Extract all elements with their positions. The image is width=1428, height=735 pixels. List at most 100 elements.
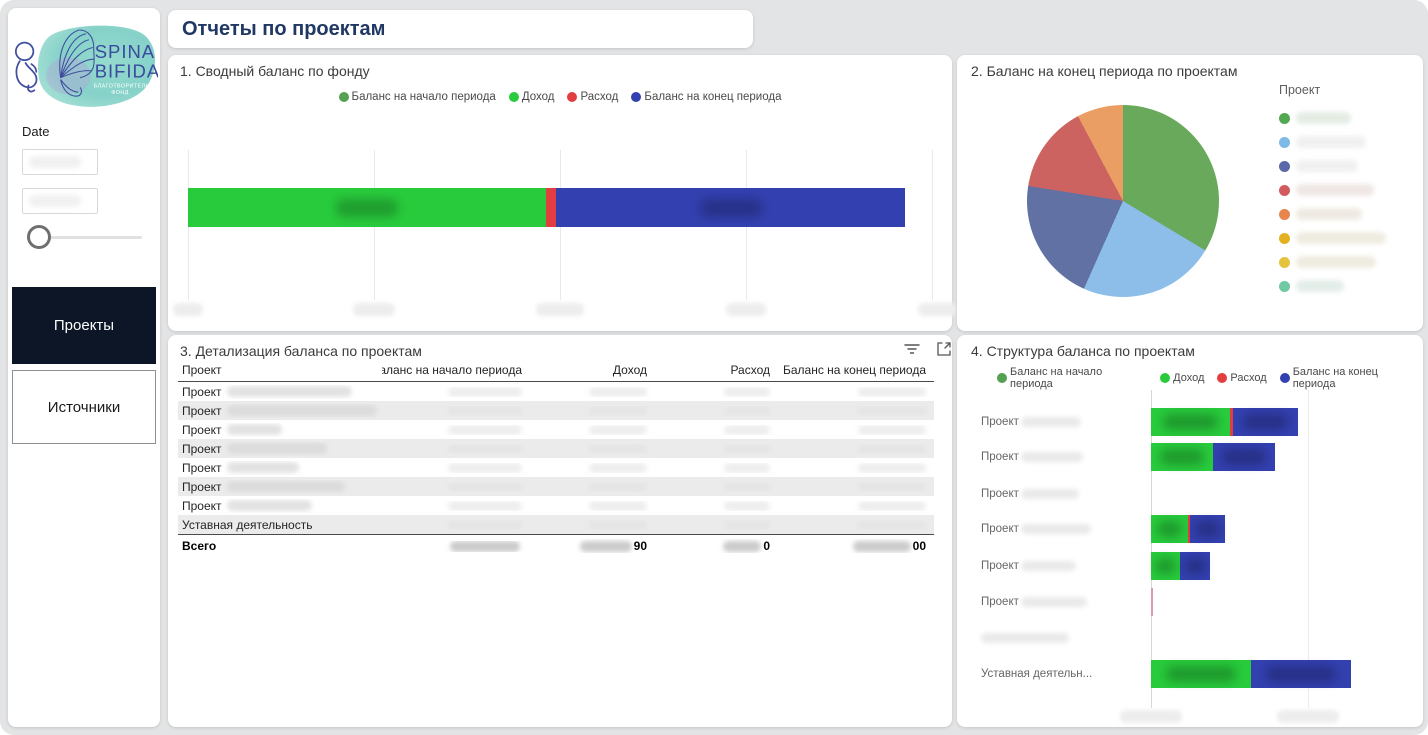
legend-item[interactable]: Баланс на конец периода	[631, 91, 781, 103]
redacted-cell-value	[858, 386, 926, 397]
redacted-data-label	[699, 198, 762, 217]
redacted-data-label	[1242, 414, 1289, 430]
bar-segment[interactable]	[1233, 408, 1298, 436]
date-start-input[interactable]	[22, 149, 98, 175]
table-row[interactable]: Уставная деятельность	[178, 515, 934, 534]
redacted-data-label	[1184, 558, 1206, 574]
project-label: Проект	[182, 384, 222, 399]
table-row[interactable]: Проект	[178, 420, 934, 439]
bar-segment[interactable]	[1151, 443, 1213, 471]
total-income-suffix: 90	[633, 539, 647, 553]
pie-legend-item[interactable]	[1279, 250, 1409, 274]
table-row[interactable]: Проект	[178, 382, 934, 401]
gridline	[932, 150, 933, 300]
axis-line	[1151, 390, 1152, 708]
table-total-row[interactable]: Всего 90 0 00	[178, 534, 934, 557]
bar-segment[interactable]	[188, 188, 546, 227]
col-header-start-balance[interactable]: Баланс на начало периода	[382, 363, 522, 377]
filter-icon[interactable]	[903, 341, 921, 357]
bar-segment[interactable]	[1190, 515, 1225, 543]
fund-stacked-bar[interactable]	[188, 188, 905, 227]
col-header-end-balance[interactable]: Баланс на конец периода	[782, 363, 926, 377]
redacted-cell-value	[589, 462, 647, 473]
bar-segment[interactable]	[1230, 408, 1233, 436]
bar-segment[interactable]	[1151, 515, 1188, 543]
stacked-bar[interactable]	[1151, 588, 1153, 616]
pie-legend-item[interactable]	[1279, 106, 1409, 130]
nav-button-projects[interactable]: Проекты	[12, 287, 156, 364]
pie-legend-item[interactable]	[1279, 130, 1409, 154]
bar-segment[interactable]	[1213, 443, 1275, 471]
stacked-bar[interactable]	[1151, 443, 1275, 471]
redacted-project-name	[1296, 184, 1374, 196]
bar-segment[interactable]	[1151, 552, 1180, 580]
legend-item[interactable]: Расход	[567, 91, 618, 103]
table-row[interactable]: Проект	[178, 458, 934, 477]
redacted-cell-value	[858, 443, 926, 454]
legend-item[interactable]: Доход	[1160, 366, 1204, 390]
focus-mode-icon[interactable]	[935, 341, 953, 357]
spina-bifida-logo: SPINA BIFIDA БЛАГОТВОРИТЕЛЬНЫЙ ФОНД	[14, 25, 158, 107]
redacted-project-name	[226, 386, 352, 397]
project-label: Уставная деятельность	[182, 517, 313, 532]
bar-segment[interactable]	[1151, 660, 1251, 688]
bar-segment[interactable]	[1180, 552, 1210, 580]
project-label: Проект	[182, 498, 222, 513]
legend-item[interactable]: Доход	[508, 91, 554, 103]
table-row[interactable]: Проект	[178, 496, 934, 515]
col-header-income[interactable]: Доход	[612, 363, 647, 377]
stacked-bar[interactable]	[1151, 408, 1298, 436]
structure-chart: Проект Проект Проект Проект Проект Проект Уста…	[957, 390, 1423, 725]
redacted-cell-value	[858, 500, 926, 511]
bar-segment[interactable]	[1151, 408, 1230, 436]
bar-segment[interactable]	[546, 188, 556, 227]
legend-item[interactable]: Баланс на конец периода	[1279, 366, 1423, 390]
legend-dot-icon	[1160, 373, 1171, 383]
bar-segment[interactable]	[1188, 515, 1190, 543]
total-label: Всего	[182, 539, 217, 553]
redacted-total-value	[450, 540, 520, 552]
category-label: Проект	[981, 408, 1081, 436]
project-label: Проект	[182, 479, 222, 494]
table-row[interactable]: Проект	[178, 401, 934, 420]
date-slider-handle[interactable]	[27, 225, 51, 249]
logo-name-line1: SPINA	[95, 41, 155, 62]
category-label	[981, 624, 1069, 652]
end-balance-pie-panel: 2. Баланс на конец периода по проектам П…	[957, 55, 1423, 331]
table-row[interactable]: Проект	[178, 439, 934, 458]
pie-legend-item[interactable]	[1279, 178, 1409, 202]
date-end-input[interactable]	[22, 188, 98, 214]
redacted-date-value	[29, 156, 81, 168]
legend-item[interactable]: Баланс на начало периода	[338, 91, 496, 103]
redacted-data-label	[1162, 414, 1219, 430]
legend-item[interactable]: Баланс на начало периода	[997, 366, 1147, 390]
bar-segment[interactable]	[1151, 588, 1153, 616]
col-header-expense[interactable]: Расход	[730, 363, 770, 377]
pie-legend-item[interactable]	[1279, 226, 1409, 250]
redacted-project-name	[226, 481, 345, 492]
stacked-bar[interactable]	[1151, 515, 1225, 543]
redacted-category-name	[1020, 452, 1083, 462]
redacted-cell-value	[858, 481, 926, 492]
date-slider-track[interactable]	[30, 236, 142, 239]
pie-chart[interactable]	[1027, 105, 1219, 297]
col-header-project[interactable]: Проект	[182, 363, 222, 377]
stacked-bar[interactable]	[1151, 552, 1210, 580]
pie-legend-item[interactable]	[1279, 202, 1409, 226]
redacted-data-label	[1266, 666, 1336, 682]
stacked-bar[interactable]	[1151, 660, 1351, 688]
bar-segment[interactable]	[1251, 660, 1351, 688]
pie-legend-item[interactable]	[1279, 274, 1409, 298]
redacted-project-name	[226, 424, 282, 435]
redacted-data-label	[1195, 521, 1220, 537]
table-row[interactable]: Проект	[178, 477, 934, 496]
page-title: Отчеты по проектам	[182, 18, 386, 40]
redacted-date-value	[29, 195, 81, 207]
legend-item[interactable]: Расход	[1217, 366, 1267, 390]
pie-legend-title: Проект	[1279, 83, 1321, 97]
bar-segment[interactable]	[556, 188, 905, 227]
legend-label: Баланс на конец периода	[644, 91, 782, 103]
redacted-cell-value	[448, 462, 522, 473]
pie-legend-item[interactable]	[1279, 154, 1409, 178]
nav-button-sources[interactable]: Источники	[12, 370, 156, 444]
